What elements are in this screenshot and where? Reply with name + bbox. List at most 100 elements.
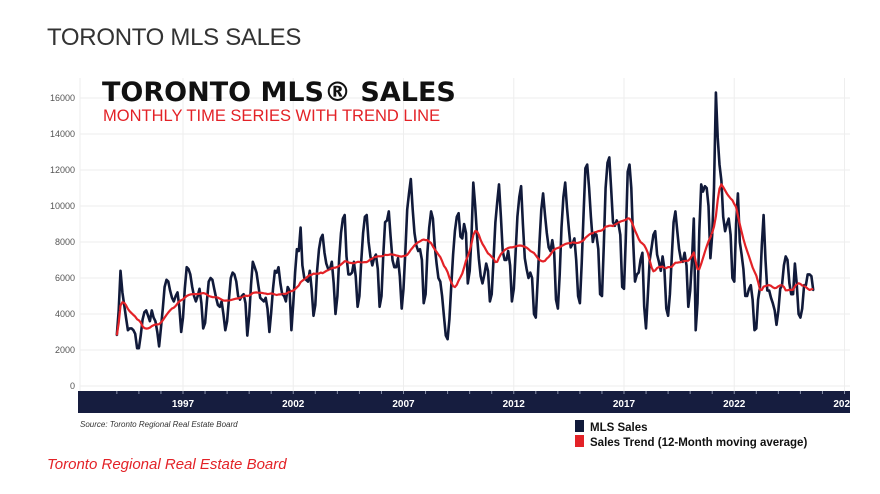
data-point-sales xyxy=(729,234,732,236)
data-point-sales xyxy=(619,234,621,236)
data-point-sales xyxy=(492,259,495,261)
data-point-sales xyxy=(180,331,182,333)
series-line-mls-sales xyxy=(115,91,815,350)
data-point-sales xyxy=(551,239,553,241)
data-point-sales xyxy=(397,257,399,259)
data-point-sales xyxy=(652,234,655,236)
data-point-sales xyxy=(445,335,447,337)
data-point-sales xyxy=(480,275,482,277)
data-point-sales xyxy=(428,227,430,229)
data-point-sales xyxy=(808,273,811,275)
data-point-sales xyxy=(562,196,564,198)
data-point-sales xyxy=(303,277,305,279)
data-point-sales xyxy=(742,268,745,270)
y-tick-label: 6000 xyxy=(55,273,75,283)
data-point-sales xyxy=(608,156,610,158)
data-point-sales xyxy=(186,266,188,268)
data-point-sales xyxy=(748,288,750,290)
data-point-sales xyxy=(590,216,592,218)
x-tick-label: 2012 xyxy=(503,399,526,410)
data-point-sales xyxy=(391,259,394,261)
data-point-sales xyxy=(650,246,653,248)
x-tick-label: 2002 xyxy=(282,399,305,410)
data-point-sales xyxy=(616,219,618,221)
data-point-sales xyxy=(516,216,519,218)
data-point-sales xyxy=(720,180,722,182)
data-point-sales xyxy=(794,263,796,265)
data-point-sales xyxy=(597,248,599,250)
data-point-sales xyxy=(430,210,432,212)
data-point-sales xyxy=(518,196,520,198)
data-point-sales xyxy=(443,315,445,317)
data-point-sales xyxy=(691,259,693,261)
data-point-sales xyxy=(187,268,190,270)
data-point-sales xyxy=(140,335,142,337)
data-point-sales xyxy=(413,232,416,234)
data-point-sales xyxy=(419,248,421,250)
data-point-sales xyxy=(502,250,504,252)
data-point-sales xyxy=(542,192,544,194)
y-tick-label: 12000 xyxy=(50,165,75,175)
data-point-sales xyxy=(752,299,754,301)
data-point-sales xyxy=(226,320,228,322)
data-point-sales xyxy=(404,252,406,254)
data-point-sales xyxy=(470,236,473,238)
data-point-sales xyxy=(786,259,789,261)
data-point-sales xyxy=(779,288,781,290)
x-axis-band xyxy=(78,391,850,413)
data-point-sales xyxy=(222,313,225,315)
data-point-sales xyxy=(232,272,234,274)
data-point-sales xyxy=(219,306,221,308)
data-point-sales xyxy=(410,178,412,180)
data-point-sales xyxy=(636,273,638,275)
data-point-sales xyxy=(538,241,541,243)
data-point-sales xyxy=(347,273,349,275)
data-point-sales xyxy=(707,205,710,207)
data-point-sales xyxy=(121,291,123,293)
data-point-sales xyxy=(494,221,496,223)
data-point-sales xyxy=(279,282,281,284)
data-point-sales xyxy=(424,293,427,295)
data-point-sales xyxy=(674,210,677,212)
data-point-sales xyxy=(123,304,125,306)
data-point-sales xyxy=(377,268,379,270)
data-point-sales xyxy=(537,281,539,283)
data-point-sales xyxy=(355,275,357,277)
data-point-sales xyxy=(483,273,485,275)
data-point-sales xyxy=(485,263,487,265)
data-point-sales xyxy=(268,331,270,333)
data-point-sales xyxy=(307,281,309,283)
data-point-sales xyxy=(399,275,401,277)
data-point-sales xyxy=(763,214,765,216)
data-point-sales xyxy=(162,308,164,310)
data-point-sales xyxy=(373,257,375,259)
data-point-sales xyxy=(498,183,500,185)
data-point-sales xyxy=(757,299,759,301)
data-point-sales xyxy=(594,232,596,234)
data-point-sales xyxy=(160,327,162,329)
series-line-sales-trend xyxy=(115,183,814,336)
data-point-sales xyxy=(770,297,772,299)
data-point-sales xyxy=(526,268,528,270)
data-point-sales xyxy=(202,327,204,329)
data-point-sales xyxy=(193,295,195,297)
data-point-sales xyxy=(432,218,434,220)
data-point-sales xyxy=(412,209,414,211)
data-point-sales xyxy=(711,234,713,236)
data-point-sales xyxy=(406,209,408,211)
data-point-sales xyxy=(812,290,814,292)
data-point-sales xyxy=(371,264,373,266)
footer-credit: Toronto Regional Real Estate Board xyxy=(47,456,287,473)
data-point-sales xyxy=(241,295,243,297)
data-point-sales xyxy=(781,284,783,286)
data-point-sales xyxy=(663,268,666,270)
data-point-sales xyxy=(259,297,261,299)
data-point-sales xyxy=(513,288,515,290)
data-point-sales xyxy=(448,318,451,320)
data-point-sales xyxy=(338,257,340,259)
data-point-sales xyxy=(476,234,478,236)
data-point-sales xyxy=(577,295,579,297)
data-point-sales xyxy=(555,299,557,301)
data-point-sales xyxy=(145,309,147,311)
data-point-sales xyxy=(384,221,386,223)
